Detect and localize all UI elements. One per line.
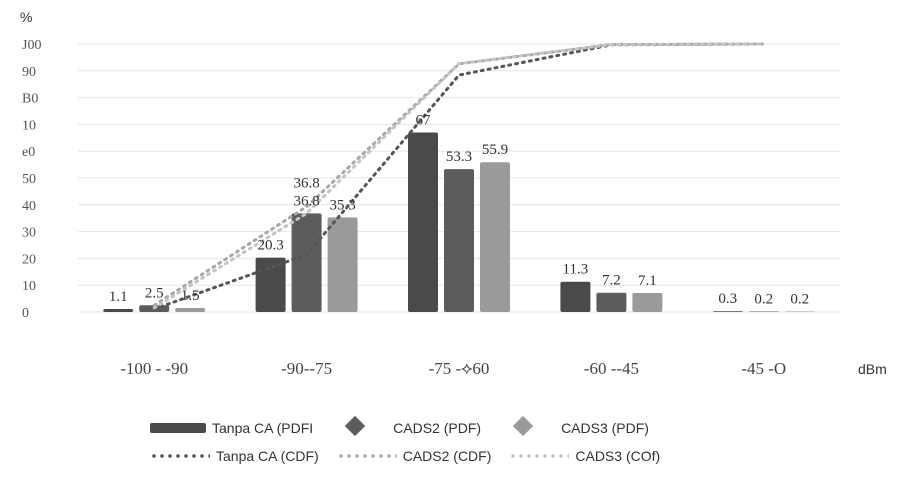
y-tick-label: J00 — [22, 38, 41, 53]
data-label: 7.1 — [638, 273, 657, 289]
y-tick-label: 10 — [22, 279, 36, 294]
legend-label: CADS2 (CDF) — [402, 448, 492, 464]
bar — [444, 169, 474, 312]
legend-swatch — [331, 420, 387, 436]
data-label: 67 — [416, 112, 432, 128]
cdf-line — [152, 42, 766, 310]
legend-item: Tanpa CA (PDFI — [150, 420, 313, 436]
bar — [596, 292, 627, 312]
legend-row: Tanpa CA (PDFI CADS2 (PDF) CADS3 (PDF) — [150, 420, 790, 436]
legend-item: Tanpa CA (CDF) — [150, 448, 319, 464]
bar — [784, 311, 815, 312]
bar — [103, 309, 134, 312]
bar — [748, 311, 779, 312]
data-label: 2.5 — [145, 285, 164, 301]
y-tick-label: 90 — [22, 65, 36, 80]
data-label: 11.3 — [563, 262, 589, 278]
legend-swatch — [499, 420, 555, 436]
x-unit-label: dBm — [858, 361, 887, 377]
y-unit-label: % — [20, 9, 32, 25]
data-label: 1.1 — [109, 289, 128, 305]
legend-item: CADS3 (COf) — [509, 448, 660, 464]
legend-swatch — [336, 454, 397, 458]
data-label: 0.2 — [790, 291, 809, 307]
data-label: 35.3 — [329, 197, 355, 213]
y-tick-label: 30 — [22, 226, 36, 241]
bar — [327, 217, 358, 312]
bars — [103, 132, 815, 312]
x-tick-label: -75 -⟡60 — [429, 359, 490, 378]
data-label: 55.9 — [482, 142, 508, 158]
y-tick-label: 20 — [22, 252, 36, 267]
bar — [255, 257, 286, 312]
legend-label: CADS2 (PDF) — [393, 420, 482, 436]
y-tick-label: 0 — [22, 306, 29, 321]
data-label: 7.2 — [602, 273, 621, 289]
data-labels: 1.1 2.5 1.5 20.3 36.8 36.8 35.3 67 53.3 55.9 11.3 7… — [109, 112, 809, 307]
x-tick-label: -90--75 — [281, 359, 332, 378]
data-label: 20.3 — [257, 238, 283, 254]
data-label: 0.3 — [718, 291, 737, 307]
data-label: 36.8 — [293, 193, 319, 209]
y-tick-label: B0 — [22, 92, 38, 107]
legend-item: CADS3 (PDF) — [499, 420, 649, 436]
y-tick-label: 10 — [22, 118, 36, 133]
x-tick-label: -60 --45 — [584, 359, 639, 378]
data-label: 1.5 — [181, 288, 200, 304]
legend-label: CADS3 (COf) — [575, 448, 661, 464]
y-tick-label: 40 — [22, 199, 36, 214]
legend-label: CADS3 (PDF) — [561, 420, 649, 436]
bar — [175, 307, 206, 312]
legend-swatch — [150, 423, 206, 433]
data-label: 0.2 — [754, 291, 773, 307]
data-label: 36.8 — [293, 175, 319, 191]
legend-swatch — [150, 454, 210, 458]
legend-label: Tanpa CA (CDF) — [216, 448, 319, 464]
legend-row: Tanpa CA (CDF) CADS2 (CDF) CADS3 (COf) — [150, 448, 790, 464]
y-tick-label: 50 — [22, 172, 36, 187]
y-tick-label: e0 — [22, 145, 35, 160]
legend-label: Tanpa CA (PDFI — [212, 420, 314, 436]
bar — [408, 132, 438, 312]
bar — [291, 213, 322, 312]
x-ticks: -100 - -90 -90--75 -75 -⟡60 -60 --45 -45 -O — [120, 359, 786, 378]
bar — [480, 162, 510, 312]
data-label: 53.3 — [446, 149, 472, 165]
legend-swatch — [509, 454, 570, 458]
bar — [560, 281, 591, 312]
cdf-lines — [152, 42, 766, 311]
x-tick-label: -45 -O — [741, 359, 786, 378]
legend-item: CADS2 (CDF) — [336, 448, 492, 464]
y-ticks: 0 10 20 30 40 50 e0 10 B0 90 J00 — [22, 38, 41, 321]
legend-item: CADS2 (PDF) — [331, 420, 481, 436]
legend: Tanpa CA (PDFI CADS2 (PDF) CADS3 (PDF) Tanp… — [150, 420, 790, 476]
x-tick-label: -100 - -90 — [120, 359, 188, 378]
bar — [712, 311, 743, 312]
bar — [632, 292, 663, 312]
